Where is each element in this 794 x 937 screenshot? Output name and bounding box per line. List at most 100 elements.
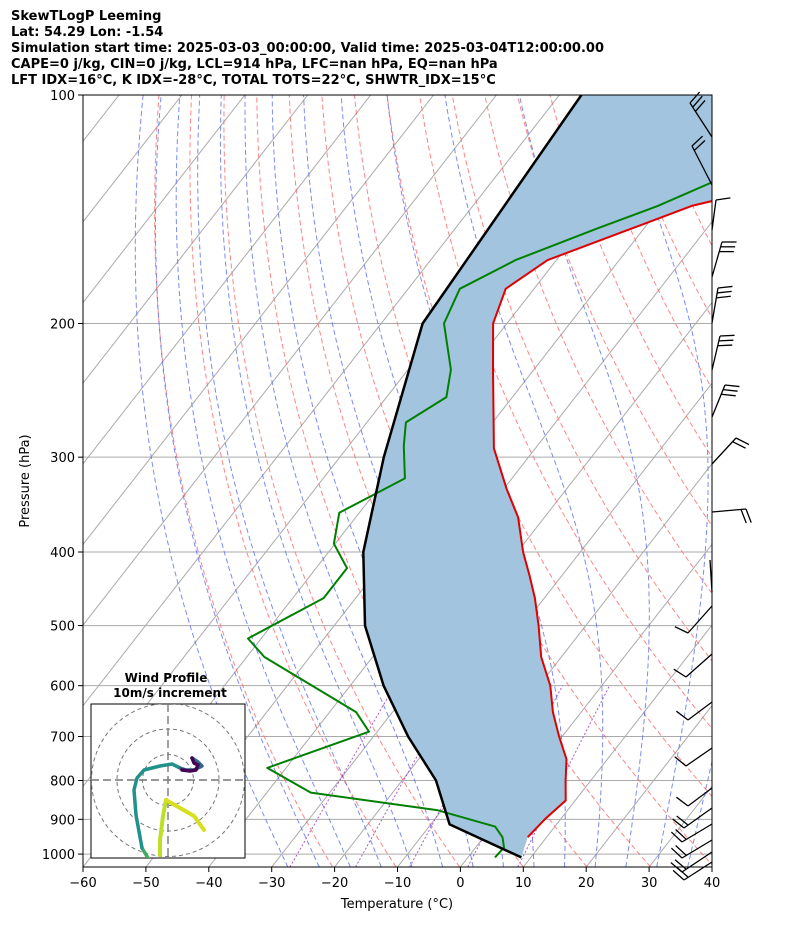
y-tick-label: 100 xyxy=(50,89,75,104)
x-axis-label: Temperature (°C) xyxy=(340,897,453,912)
wind-barb-flag xyxy=(717,344,733,347)
wind-barb-shaft xyxy=(711,241,723,278)
y-tick-label: 1000 xyxy=(42,848,75,863)
x-tick-label: 10 xyxy=(515,876,532,891)
y-tick-label: 500 xyxy=(50,620,75,635)
wind-barb-shaft xyxy=(711,335,721,371)
moist-adiabat xyxy=(518,95,650,867)
y-tick-label: 600 xyxy=(50,680,75,695)
hodograph-title: Wind Profile xyxy=(125,671,208,685)
y-tick-label: 200 xyxy=(50,318,75,333)
wind-barb-flag xyxy=(676,867,689,878)
hodograph-trace xyxy=(158,798,168,857)
moist-adiabat xyxy=(244,95,444,867)
wind-barb-shaft xyxy=(685,747,713,767)
wind-barb-flag xyxy=(732,441,746,449)
cape-fill-layer xyxy=(363,95,712,858)
wind-barb xyxy=(672,807,713,829)
wind-barb-flag xyxy=(716,295,731,299)
wind-barb-shaft xyxy=(711,437,737,465)
wind-barb-shaft xyxy=(711,508,747,513)
isotherm-line xyxy=(83,95,309,384)
dry-adiabat xyxy=(713,95,794,867)
wind-barb-flag xyxy=(718,339,734,342)
wind-barb-shaft xyxy=(685,653,713,678)
y-tick-label: 300 xyxy=(50,451,75,466)
isotherm-line xyxy=(460,543,712,867)
x-tick-label: −20 xyxy=(321,876,348,891)
wind-barb-flag xyxy=(689,91,701,104)
chart-title: SkewTLogP Leeming xyxy=(11,9,162,24)
x-tick-label: −10 xyxy=(384,876,411,891)
x-tick-label: −50 xyxy=(132,876,159,891)
wind-barb-shaft xyxy=(681,839,713,859)
wind-barb xyxy=(676,787,713,807)
wind-barb-flag xyxy=(723,388,738,392)
isotherm-line xyxy=(83,95,246,304)
hodograph-trace xyxy=(164,798,206,832)
dry-adiabat xyxy=(778,95,794,867)
wind-barb-flag xyxy=(717,285,733,289)
parcel-profile xyxy=(362,95,583,859)
dry-adiabat xyxy=(451,95,712,662)
hodograph-subtitle: 10m/s increment xyxy=(113,686,227,700)
moist-adiabat xyxy=(175,95,351,867)
wind-barb-flag xyxy=(745,508,752,523)
wind-barb-shaft xyxy=(683,807,713,829)
x-tick-label: 20 xyxy=(578,876,595,891)
wind-barb-flag xyxy=(672,818,685,829)
wind-barb xyxy=(711,384,740,418)
wind-barb-flag xyxy=(674,859,687,870)
y-tick-label: 800 xyxy=(50,775,75,790)
x-tick-label: 30 xyxy=(641,876,658,891)
wind-barb-shaft xyxy=(683,861,713,881)
y-axis-label: Pressure (hPa) xyxy=(18,434,33,527)
isotherm-line xyxy=(83,95,372,465)
isotherm-line xyxy=(271,301,712,867)
dry-adiabat xyxy=(154,95,333,867)
isotherm-line xyxy=(585,704,712,867)
isotherm-line xyxy=(522,624,712,867)
moist-adiabat xyxy=(219,95,413,867)
temperature-profile xyxy=(492,200,712,838)
time-line: Simulation start time: 2025-03-03_00:00:… xyxy=(11,41,604,56)
moist-adiabat xyxy=(155,95,320,867)
wind-barb-flag xyxy=(673,668,687,678)
wind-barb-flag xyxy=(740,509,747,524)
chart-title-block: SkewTLogP Leeming Lat: 54.29 Lon: -1.54 … xyxy=(11,9,604,89)
wind-barb-flag xyxy=(691,135,704,147)
x-tick-label: −40 xyxy=(195,876,222,891)
wind-barb xyxy=(674,747,713,767)
wind-barb-flag xyxy=(672,869,685,881)
wind-barb xyxy=(672,861,713,881)
y-tick-label: 900 xyxy=(50,813,75,828)
wind-barb-shaft xyxy=(711,287,719,324)
wind-barb-shaft xyxy=(711,384,726,418)
wind-barb-flag xyxy=(717,290,732,294)
wind-barb xyxy=(711,285,733,324)
x-tick-label: 0 xyxy=(456,876,464,891)
x-tick-label: −60 xyxy=(69,876,96,891)
wind-barb xyxy=(670,851,713,873)
isotherm-line xyxy=(83,95,560,707)
cape-cin-shading xyxy=(363,95,712,858)
wind-barb-shaft xyxy=(681,851,713,873)
wind-barb-shaft xyxy=(691,145,713,186)
wind-barb xyxy=(711,241,737,278)
location-line: Lat: 54.29 Lon: -1.54 xyxy=(11,25,164,40)
hodograph-inset: Wind Profile 10m/s increment xyxy=(90,671,246,859)
isotherm-line xyxy=(208,221,712,867)
dry-adiabat xyxy=(679,95,712,173)
wind-barb-flag xyxy=(675,845,687,856)
wind-barb xyxy=(676,701,713,721)
wind-barb-shaft xyxy=(711,199,717,231)
dry-adiabat xyxy=(321,95,651,867)
wind-barb xyxy=(711,508,752,524)
wind-barb xyxy=(711,334,735,371)
wind-barb xyxy=(670,839,713,859)
dewpoint-profile xyxy=(247,181,712,859)
moist-adiabat xyxy=(617,95,709,867)
cape-line: CAPE=0 j/kg, CIN=0 j/kg, LCL=914 hPa, LF… xyxy=(11,57,498,72)
wind-barb xyxy=(670,823,713,843)
